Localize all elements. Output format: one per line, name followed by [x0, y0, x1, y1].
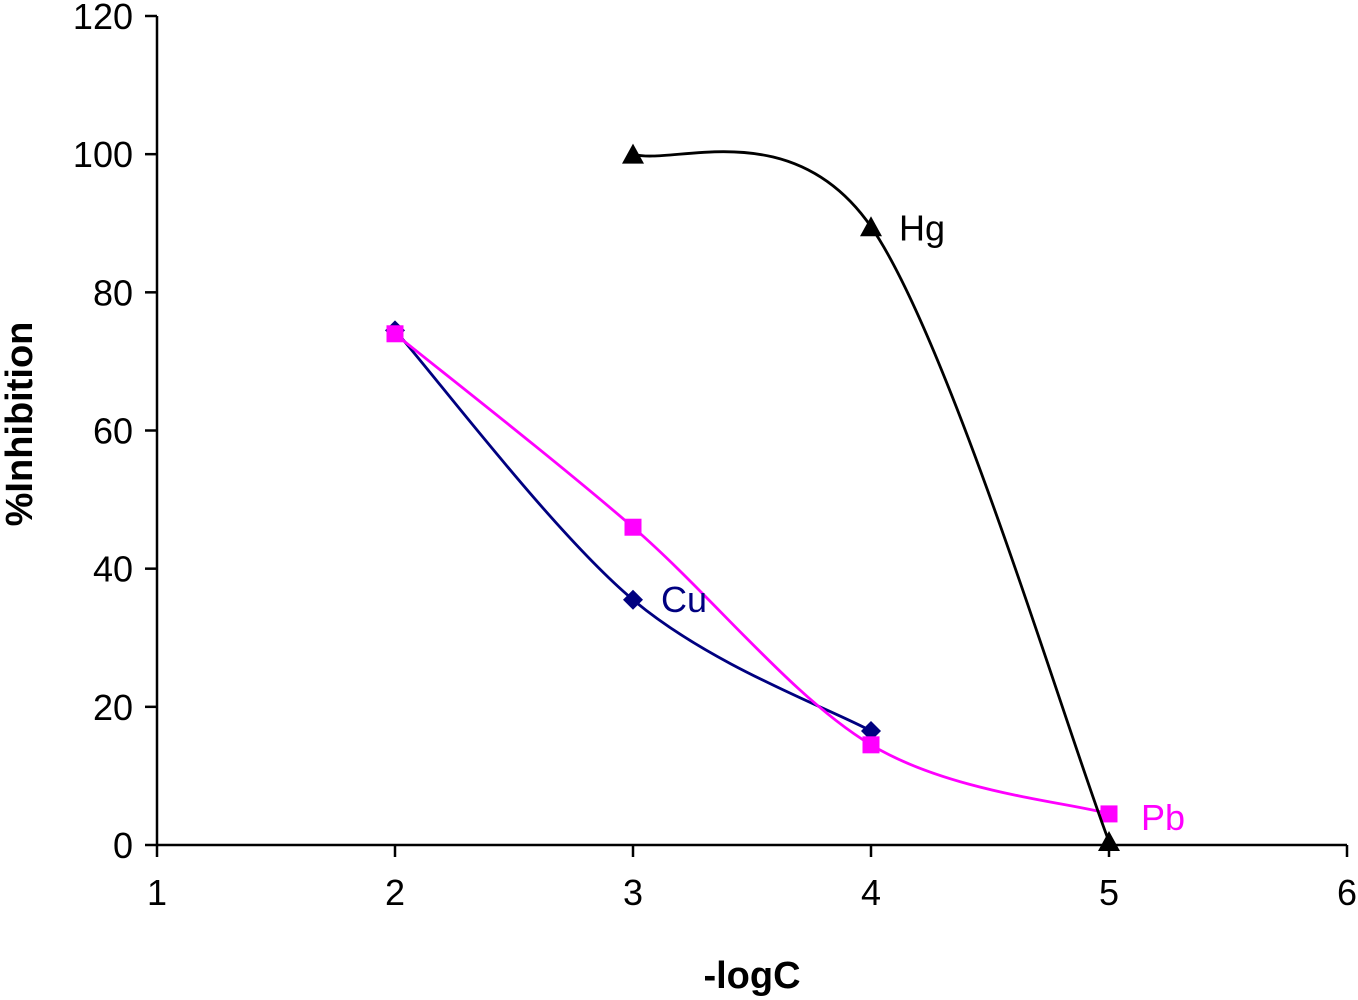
y-tick-label: 60 [93, 411, 133, 452]
series-label-cu: Cu [661, 579, 707, 620]
y-axis-title: %Inhibition [0, 322, 41, 527]
data-point-cu [623, 589, 643, 610]
series-line-hg [632, 150, 1111, 843]
y-tick-label: 100 [73, 134, 133, 175]
series-label-pb: Pb [1141, 797, 1185, 838]
y-tick-label: 20 [93, 687, 133, 728]
y-tick-label: 80 [93, 272, 133, 313]
series-layer [385, 143, 1120, 852]
data-point-hg [622, 143, 644, 164]
labels-layer: Cu Pb Hg [661, 208, 1185, 838]
x-tick-label: 5 [1099, 872, 1119, 913]
data-point-pb [1100, 805, 1118, 823]
data-point-cu [861, 721, 881, 742]
series-label-hg: Hg [899, 208, 945, 249]
y-tick-label: 40 [93, 549, 133, 590]
series-line-pb [394, 332, 1110, 816]
y-tick-label: 120 [73, 0, 133, 37]
series-line-cu [393, 329, 872, 733]
data-point-pb [624, 518, 642, 536]
data-point-hg [1098, 831, 1120, 852]
y-tick-label: 0 [113, 825, 133, 866]
data-point-pb [862, 736, 880, 754]
x-tick-label: 6 [1337, 872, 1357, 913]
x-tick-label: 1 [147, 872, 167, 913]
data-point-hg [860, 216, 882, 237]
x-tick-label: 3 [623, 872, 643, 913]
x-axis-title: -logC [703, 955, 800, 997]
x-tick-label: 4 [861, 872, 881, 913]
series-hg [622, 143, 1120, 852]
series-pb [386, 325, 1118, 823]
x-tick-label: 2 [385, 872, 405, 913]
data-point-pb [386, 325, 404, 343]
